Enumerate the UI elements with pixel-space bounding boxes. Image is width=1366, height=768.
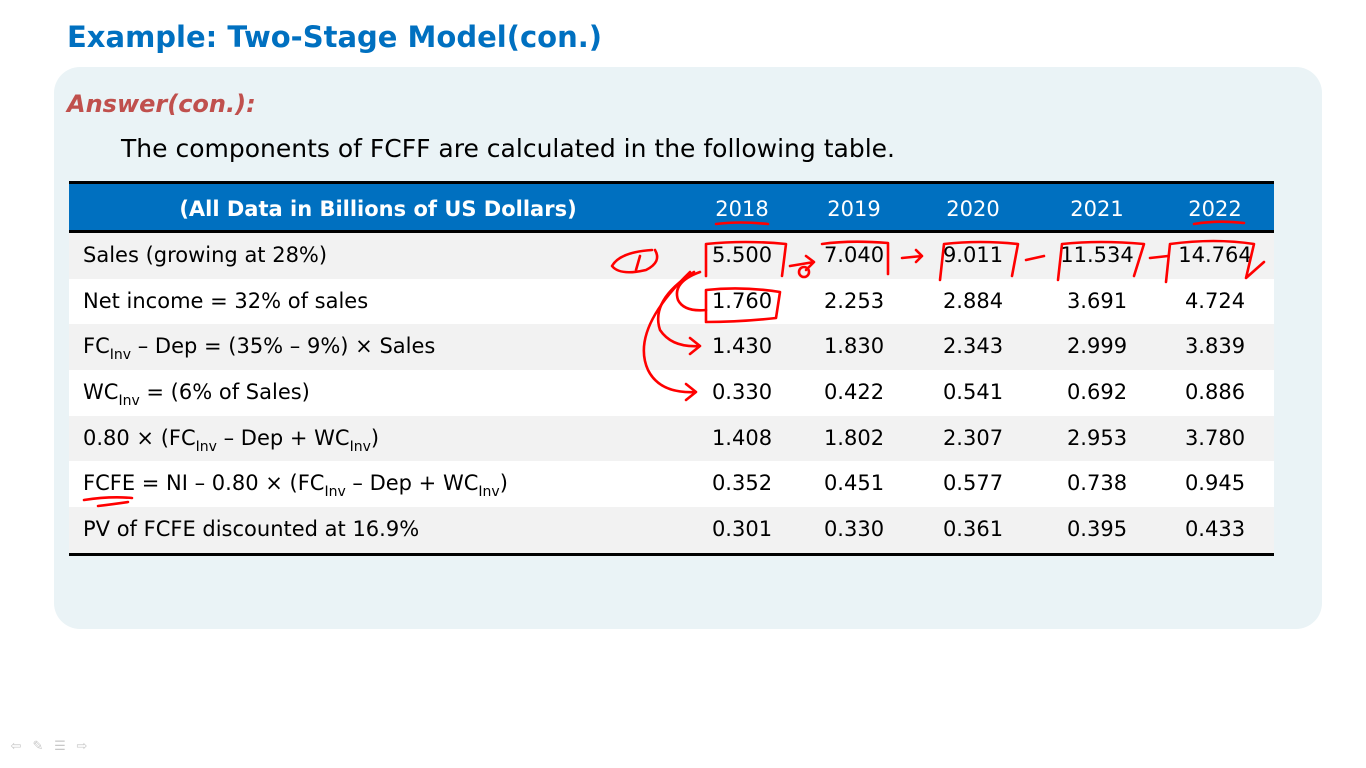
- table-row: FCFE = NI – 0.80 × (FCInv – Dep + WCInv)…: [69, 461, 1274, 508]
- table-cell: 4.724: [1184, 288, 1246, 313]
- table-cell: 0.361: [942, 517, 1004, 542]
- row-label: Net income = 32% of sales: [83, 288, 369, 313]
- table-cell: 2.884: [942, 288, 1004, 313]
- pen-icon[interactable]: ✎: [32, 739, 44, 754]
- year-2020: 2020: [946, 197, 1000, 221]
- slideshow-toolbar: ⇦ ✎ ☰ ⇨: [8, 740, 90, 754]
- table-cell: 0.330: [711, 380, 773, 405]
- row-label: WCInv = (6% of Sales): [83, 380, 310, 410]
- row-label: PV of FCFE discounted at 16.9%: [83, 517, 420, 542]
- table-cell: 2.253: [823, 288, 885, 313]
- table-cell: 1.408: [711, 425, 773, 450]
- table-cell: 5.500: [711, 243, 773, 267]
- table-cell: 0.692: [1066, 380, 1128, 405]
- table-cell: 0.738: [1066, 471, 1128, 496]
- table-cell: 1.802: [823, 425, 885, 450]
- table-cell: 2.953: [1066, 425, 1128, 450]
- table-row: Net income = 32% of sales 1.760 2.253 2.…: [69, 278, 1274, 325]
- prev-arrow-icon[interactable]: ⇦: [10, 739, 22, 754]
- table-cell: 11.534: [1060, 243, 1134, 267]
- table-row: 0.80 × (FCInv – Dep + WCInv) 1.408 1.802…: [69, 415, 1274, 462]
- table-cell: 0.330: [823, 517, 885, 542]
- table-row: Sales (growing at 28%) 5.500 7.040 9.011…: [69, 233, 1274, 279]
- table-cell: 3.839: [1184, 334, 1246, 359]
- table-cell: 14.764: [1178, 243, 1252, 267]
- table-cell: 0.352: [711, 471, 773, 496]
- table-row: WCInv = (6% of Sales) 0.330 0.422 0.541 …: [69, 370, 1274, 416]
- table-cell: 2.307: [942, 425, 1004, 450]
- table-cell: 1.760: [711, 288, 773, 313]
- row-label: Sales (growing at 28%): [83, 243, 328, 267]
- table-row: FCInv – Dep = (35% – 9%) × Sales 1.430 1…: [69, 324, 1274, 371]
- table-cell: 3.691: [1066, 288, 1128, 313]
- year-2018: 2018: [715, 197, 769, 221]
- row-label: FCFE = NI – 0.80 × (FCInv – Dep + WCInv): [83, 471, 508, 501]
- intro-text: The components of FCFF are calculated in…: [121, 134, 895, 163]
- table-cell: 0.541: [942, 380, 1004, 405]
- year-2021: 2021: [1070, 197, 1124, 221]
- fcff-table: (All Data in Billions of US Dollars) 201…: [69, 181, 1274, 556]
- year-2022: 2022: [1188, 197, 1242, 221]
- table-cell: 9.011: [942, 243, 1004, 267]
- table-cell: 0.422: [823, 380, 885, 405]
- year-2019: 2019: [827, 197, 881, 221]
- table-cell: 2.999: [1066, 334, 1128, 359]
- table-cell: 1.430: [711, 334, 773, 359]
- row-label: 0.80 × (FCInv – Dep + WCInv): [83, 425, 380, 455]
- next-arrow-icon[interactable]: ⇨: [76, 739, 88, 754]
- row-label: FCInv – Dep = (35% – 9%) × Sales: [83, 334, 436, 364]
- table-cell: 7.040: [823, 243, 885, 267]
- table-row: PV of FCFE discounted at 16.9% 0.301 0.3…: [69, 507, 1274, 553]
- table-cell: 0.451: [823, 471, 885, 496]
- table-header: (All Data in Billions of US Dollars) 201…: [69, 181, 1274, 233]
- table-cell: 2.343: [942, 334, 1004, 359]
- table-cell: 0.577: [942, 471, 1004, 496]
- table-cell: 3.780: [1184, 425, 1246, 450]
- table-cell: 0.945: [1184, 471, 1246, 496]
- header-label: (All Data in Billions of US Dollars): [179, 197, 577, 221]
- table-cell: 0.433: [1184, 517, 1246, 542]
- table-cell: 0.301: [711, 517, 773, 542]
- table-cell: 0.395: [1066, 517, 1128, 542]
- answer-label: Answer(con.):: [67, 90, 256, 118]
- table-cell: 1.830: [823, 334, 885, 359]
- menu-icon[interactable]: ☰: [54, 739, 66, 754]
- slide-title: Example: Two-Stage Model(con.): [67, 20, 602, 54]
- table-cell: 0.886: [1184, 380, 1246, 405]
